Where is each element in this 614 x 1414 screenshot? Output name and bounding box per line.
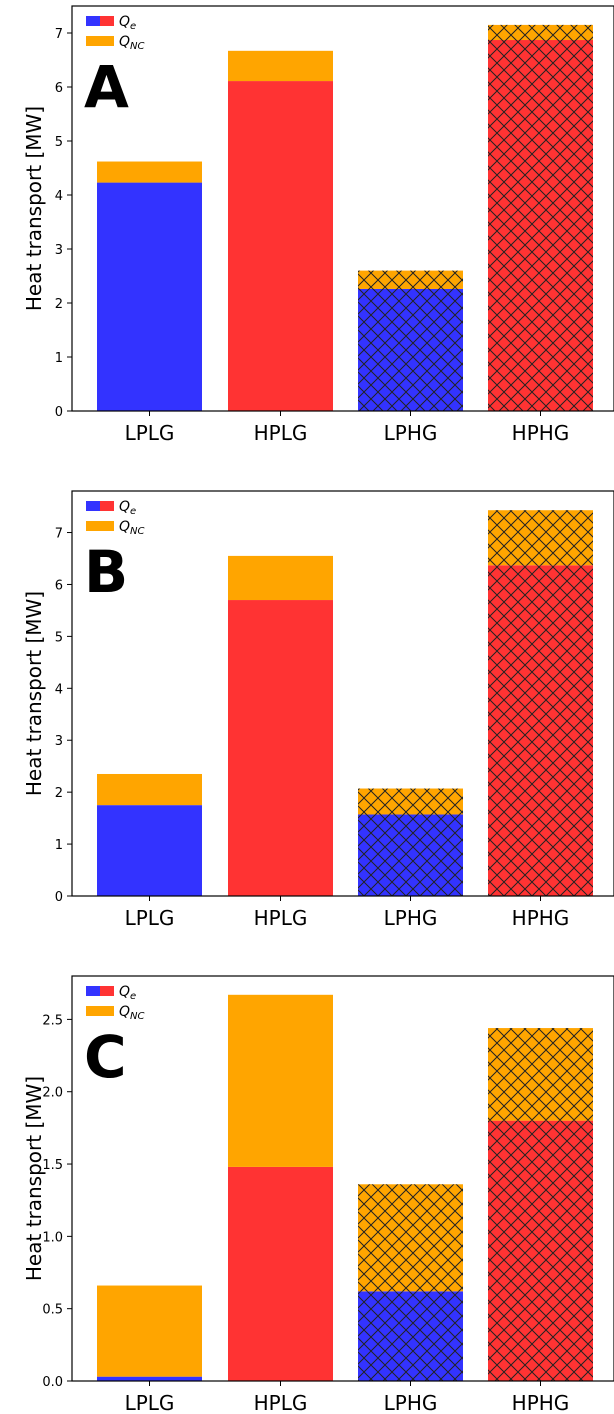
x-tick-label: HPHG [512,906,570,930]
bar-hplg-qe [228,600,333,896]
y-tick-label: 7 [55,27,63,42]
bar-hatch-hphg-qnc [488,1028,593,1121]
y-axis-label: Heat transport [MW] [22,1076,46,1281]
plot-frame [71,490,614,897]
legend: Qe QNC [86,14,145,52]
x-tick-label: HPLG [254,1391,308,1414]
y-tick-label: 4 [55,682,63,697]
x-tick-label: LPHG [384,421,438,445]
chart-panel-b: 0 1 2 3 4 5 6 7 LPLG HPLG LPHG HPHG Heat transport [… [22,490,614,930]
y-tick-label: 5 [55,135,63,150]
bar-hatch-hphg-qnc [488,24,593,41]
y-tick-label: 7 [55,527,63,542]
plot-frame [71,975,614,1382]
y-tick-label: 2.5 [42,1013,63,1028]
bar-lplg-qe [97,182,202,411]
legend-sub-qnc: NC [130,41,144,52]
legend: Qe QNC [86,984,145,1022]
bar-hatch-lphg-qe [358,288,463,411]
legend-sub-qe: e [130,506,136,517]
y-tick-label: 3 [55,734,63,749]
y-tick-label: 0 [55,890,63,905]
y-tick-label: 3 [55,243,63,258]
legend-sub-qnc: NC [130,1011,144,1022]
bar-lplg-qnc [97,1285,202,1377]
y-tick-label: 1 [55,838,63,853]
legend-swatch-qnc [86,36,114,46]
legend-label-qe: Qe [119,14,136,32]
bar-hatch-lphg-qnc [358,788,463,815]
y-tick-label: 1.5 [42,1158,63,1173]
bar-hplg-qnc [228,50,333,82]
x-tick-label: LPLG [125,421,175,445]
x-tick-label: HPHG [512,1391,570,1414]
bar-lplg-qnc [97,773,202,806]
x-tick-label: LPLG [125,1391,175,1414]
y-tick-label: 0.0 [42,1375,63,1390]
bar-hatch-hphg-qe [488,40,593,412]
x-tick-label: HPHG [512,421,570,445]
legend-swatch-qe-high [100,986,114,996]
chart-panel-a: 0 1 2 3 4 5 6 7 LPLG HPLG LPHG HPHG Heat transport [… [22,5,614,445]
chart-panel-c: 0.0 0.5 1.0 1.5 2.0 2.5 LPLG HPLG LPHG HPHG Heat t… [22,975,614,1414]
y-tick-label: 5 [55,630,63,645]
x-tick-label: HPLG [254,421,308,445]
legend-sub-qnc: NC [130,526,144,537]
y-tick-label: 2 [55,297,63,312]
legend-swatch-qnc [86,521,114,531]
bar-lplg-qe [97,805,202,896]
bar-hatch-hphg-qe [488,565,593,896]
x-tick-label: LPLG [125,906,175,930]
bar-hplg-qnc [228,994,333,1167]
panel-letter: A [84,53,129,121]
y-tick-label: 4 [55,189,63,204]
y-tick-label: 2.0 [42,1086,63,1101]
y-tick-label: 1.0 [42,1230,63,1245]
legend-sub-qe: e [130,991,136,1002]
panel-letter: B [84,538,128,606]
y-tick-label: 1 [55,351,63,366]
bar-hatch-lphg-qnc [358,270,463,289]
legend-swatch-qnc [86,1006,114,1016]
bar-hatch-lphg-qe [358,1291,463,1381]
plot-frame [71,5,614,412]
y-tick-label: 0.5 [42,1303,63,1318]
bar-lplg-qnc [97,161,202,183]
legend: Qe QNC [86,499,145,537]
legend-swatch-qe-low [86,501,100,511]
bar-hatch-lphg-qe [358,814,463,896]
bar-hplg-qnc [228,555,333,601]
bar-hatch-lphg-qnc [358,1184,463,1292]
legend-swatch-qe-high [100,16,114,26]
bar-hplg-qe [228,81,333,411]
bar-lplg-qe [97,1376,202,1381]
legend-label-qe: Qe [119,499,136,517]
x-tick-label: LPHG [384,906,438,930]
y-axis-label: Heat transport [MW] [22,591,46,796]
y-axis-label: Heat transport [MW] [22,106,46,311]
panel-letter: C [84,1023,127,1091]
legend-label-qnc: QNC [119,1004,145,1022]
legend-label-qe: Qe [119,984,136,1002]
y-tick-label: 2 [55,786,63,801]
legend-swatch-qe-low [86,986,100,996]
x-tick-label: LPHG [384,1391,438,1414]
bar-hatch-hphg-qe [488,1120,593,1381]
legend-swatch-qe-high [100,501,114,511]
y-tick-label: 6 [55,81,63,96]
legend-sub-qe: e [130,21,136,32]
x-tick-label: HPLG [254,906,308,930]
y-tick-label: 0 [55,405,63,420]
legend-label-qnc: QNC [119,519,145,537]
legend-swatch-qe-low [86,16,100,26]
legend-label-qnc: QNC [119,34,145,52]
bar-hatch-hphg-qnc [488,510,593,566]
bar-hplg-qe [228,1166,333,1381]
y-tick-label: 6 [55,578,63,593]
